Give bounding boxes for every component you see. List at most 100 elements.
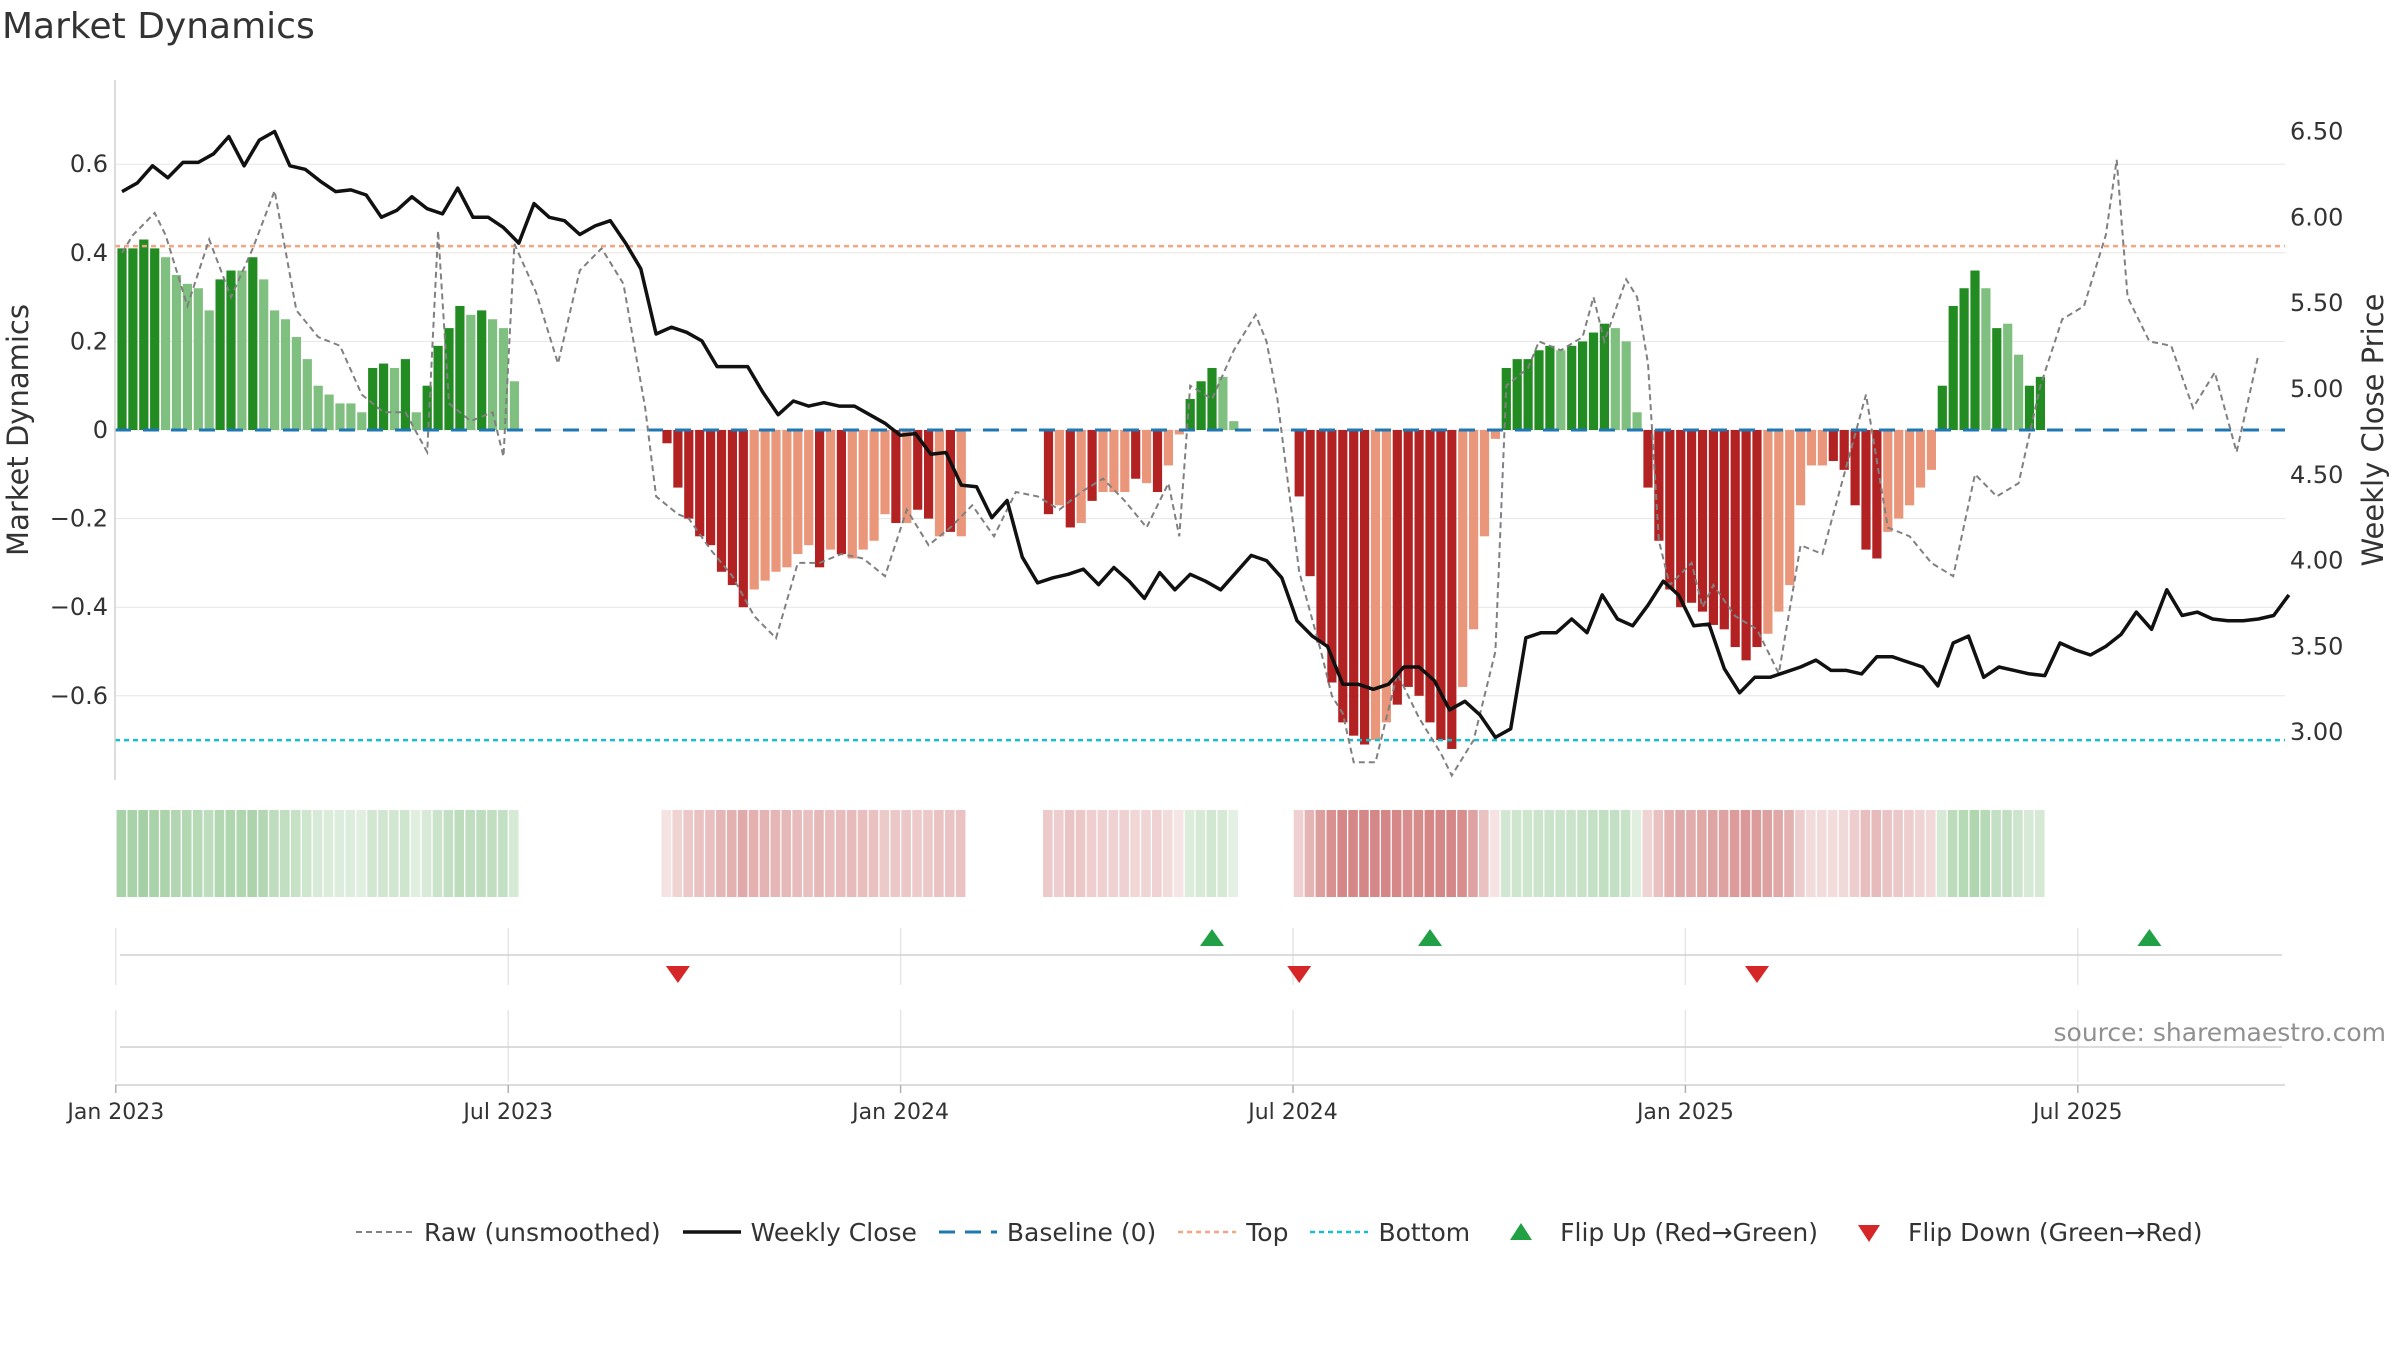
raw-line: [121, 159, 2260, 778]
regime-cell-176: [2034, 810, 2045, 897]
legend-baseline-swatch: [938, 1230, 997, 1234]
regime-cell-148: [1729, 810, 1740, 897]
regime-cell-156: [1816, 810, 1827, 897]
regime-cell-97: [1173, 810, 1184, 897]
bar-week-28: [422, 385, 432, 430]
bar-week-85: [1043, 430, 1054, 515]
regime-cell-22: [356, 810, 366, 897]
bar-week-137: [1610, 328, 1620, 430]
bar-week-65: [825, 430, 836, 550]
regime-cell-19: [323, 810, 334, 897]
regime-cell-109: [1304, 810, 1315, 897]
bar-week-144: [1687, 430, 1697, 603]
regime-cell-126: [1489, 810, 1500, 897]
dynamics-bars: [117, 239, 2045, 749]
bar-week-172: [1992, 328, 2002, 430]
bar-week-14: [270, 310, 280, 430]
bar-week-67: [847, 430, 857, 559]
regime-cell-36: [508, 810, 519, 897]
bar-week-148: [1730, 430, 1740, 648]
bar-week-24: [379, 363, 389, 430]
flip-up-marker-0: [1200, 929, 1224, 946]
regime-cell-160: [1860, 810, 1871, 897]
legend-baseline-label: Baseline (0): [1006, 1217, 1157, 1247]
regime-cell-61: [781, 810, 792, 897]
bar-week-109: [1305, 430, 1315, 577]
bar-week-9: [215, 279, 225, 430]
regime-cell-155: [1806, 810, 1816, 897]
bar-week-10: [226, 270, 236, 430]
regime-cell-128: [1511, 810, 1522, 897]
regime-cell-129: [1522, 810, 1533, 897]
bar-week-110: [1316, 430, 1326, 643]
regime-cell-157: [1827, 810, 1838, 897]
regime-cell-140: [1642, 810, 1653, 897]
regime-cell-62: [792, 810, 802, 897]
bar-week-132: [1556, 350, 1566, 430]
regime-cell-77: [955, 810, 966, 897]
regime-cell-149: [1740, 810, 1751, 897]
regime-cell-63: [803, 810, 813, 897]
regime-cell-12: [247, 810, 257, 897]
regime-cell-151: [1762, 810, 1773, 897]
bar-week-154: [1796, 430, 1806, 506]
bar-week-100: [1207, 367, 1217, 430]
bar-week-159: [1850, 430, 1860, 506]
regime-cell-170: [1969, 810, 1980, 897]
regime-cell-15: [280, 810, 290, 897]
bar-week-96: [1163, 430, 1173, 466]
bar-week-94: [1142, 430, 1152, 484]
regime-cell-31: [454, 810, 465, 897]
x-tick-label-3: Jul 2024: [1246, 1100, 1338, 1125]
chart-title: Market Dynamics: [2, 6, 315, 47]
bar-week-143: [1676, 430, 1686, 608]
regime-cell-113: [1348, 810, 1358, 897]
regime-cell-146: [1707, 810, 1718, 897]
regime-cell-124: [1468, 810, 1478, 897]
regime-cell-122: [1446, 810, 1456, 897]
bar-week-133: [1567, 345, 1577, 430]
regime-cell-139: [1631, 810, 1642, 897]
regime-cell-152: [1773, 810, 1783, 897]
bar-week-86: [1054, 430, 1064, 506]
y2-tick-label-2: 4.00: [2290, 547, 2343, 575]
legend-flipdown-label: Flip Down (Green→Red): [1908, 1217, 2203, 1247]
regime-cell-10: [225, 810, 236, 897]
regime-cell-7: [192, 810, 203, 897]
regime-cell-130: [1533, 810, 1544, 897]
legend-close-label: Weekly Close: [750, 1217, 917, 1247]
regime-cell-108: [1293, 810, 1304, 897]
regime-cell-72: [901, 810, 911, 897]
bar-week-112: [1338, 430, 1348, 723]
regime-cell-133: [1566, 810, 1576, 897]
bar-week-30: [444, 328, 454, 430]
regime-cell-26: [399, 810, 410, 897]
bar-week-142: [1665, 430, 1675, 590]
regime-cell-101: [1217, 810, 1228, 897]
legend-flipdown-swatch: [1858, 1225, 1881, 1242]
bar-week-91: [1109, 430, 1119, 493]
bar-week-71: [891, 430, 901, 524]
regime-cell-111: [1326, 810, 1337, 897]
legend-raw-label: Raw (unsmoothed): [424, 1217, 661, 1247]
bar-week-70: [880, 430, 890, 515]
regime-cell-121: [1435, 810, 1446, 897]
regime-cell-32: [465, 810, 475, 897]
bar-week-118: [1403, 430, 1413, 687]
regime-cell-127: [1500, 810, 1511, 897]
x-tick-label-5: Jul 2025: [2031, 1100, 2123, 1125]
bar-week-5: [171, 274, 182, 430]
bar-week-62: [793, 430, 803, 555]
bar-week-166: [1926, 430, 1936, 470]
bar-week-126: [1490, 430, 1500, 439]
regime-cell-100: [1206, 810, 1217, 897]
bar-week-175: [2024, 385, 2035, 430]
bar-week-147: [1719, 430, 1729, 630]
regime-cell-99: [1195, 810, 1206, 897]
bar-week-124: [1469, 430, 1479, 630]
regime-cell-161: [1871, 810, 1882, 897]
regime-cell-153: [1784, 810, 1794, 897]
y2-axis-label: Weekly Close Price: [2356, 294, 2390, 567]
regime-cell-56: [726, 810, 737, 897]
regime-cell-0: [116, 810, 127, 897]
